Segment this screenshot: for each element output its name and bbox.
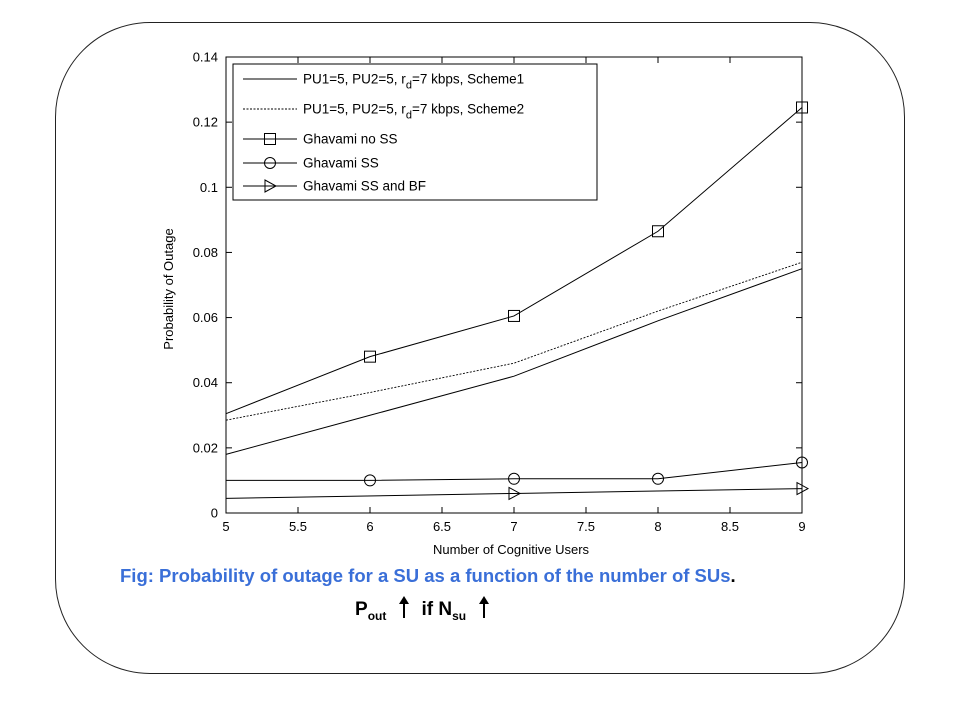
x-tick-label: 9: [798, 519, 805, 534]
y-tick-label: 0.12: [193, 115, 218, 130]
series-line-0: [225, 268, 803, 455]
series-lines: [225, 101, 810, 501]
y-tick-label: 0.04: [193, 375, 218, 390]
legend: PU1=5, PU2=5, rd=7 kbps, Scheme1 PU1=5, P…: [232, 63, 598, 201]
data-point-marker: [364, 474, 376, 487]
y-tick-label: 0.14: [193, 50, 218, 65]
x-tick-label: 8.5: [721, 519, 739, 534]
caption-text: Fig: Probability of outage for a SU as a…: [120, 565, 731, 586]
data-point-marker: [508, 472, 520, 485]
x-tick-label: 6: [366, 519, 373, 534]
p-subscript: out: [367, 608, 387, 623]
legend-marker: [264, 179, 278, 193]
data-point-marker: [652, 225, 664, 238]
y-tick-label: 0.08: [193, 245, 218, 260]
series-line-3: [226, 462, 803, 481]
n-subscript: su: [452, 608, 467, 623]
legend-entry-label: PU1=5, PU2=5, rd=7 kbps, Scheme2: [303, 102, 524, 122]
p-symbol: P: [355, 599, 368, 620]
x-tick-label: 5: [222, 519, 229, 534]
figure-caption: Fig: Probability of outage for a SU as a…: [120, 565, 900, 587]
y-tick-label: 0.1: [200, 180, 218, 195]
data-point-marker: [364, 350, 376, 363]
x-tick-label: 8: [654, 519, 661, 534]
series-line-4: [225, 488, 803, 499]
y-tick-label: 0.06: [193, 310, 218, 325]
data-point-marker: [508, 486, 522, 501]
series-line-2: [225, 107, 803, 415]
legend-entry-label: Ghavami no SS: [303, 132, 398, 147]
y-tick-label: 0.02: [193, 440, 218, 455]
data-point-marker: [796, 456, 808, 469]
up-arrow-icon: [477, 596, 491, 618]
data-point-marker: [652, 472, 664, 485]
x-axis-label: Number of Cognitive Users: [433, 542, 590, 557]
data-point-marker: [508, 309, 520, 322]
rounded-slide-frame: [55, 22, 905, 674]
x-tick-label: 7.5: [577, 519, 595, 534]
legend-entry-label: Ghavami SS and BF: [303, 179, 426, 194]
x-tick-label: 7: [510, 519, 517, 534]
x-tick-label: 5.5: [289, 519, 307, 534]
data-point-marker: [796, 101, 808, 114]
y-axis-label: Probability of Outage: [161, 228, 176, 349]
caption-period: .: [730, 565, 736, 586]
legend-entry-label: Ghavami SS: [303, 156, 379, 171]
legend-marker: [264, 133, 276, 145]
x-tick-label: 6.5: [433, 519, 451, 534]
legend-box: [232, 63, 598, 201]
y-tick-label: 0: [211, 506, 218, 521]
data-point-marker: [796, 481, 810, 496]
axis-ticks: 5 5.5 6 6.5 7 7.5 8 8.5 9 0 0.02 0.04 0.06 0.08 0.1 0.1…: [193, 50, 806, 535]
up-arrow-icon: [397, 596, 411, 618]
outage-trend-formula: Pout if Nsu: [355, 596, 491, 623]
legend-marker: [264, 157, 276, 169]
legend-entry-label: PU1=5, PU2=5, rd=7 kbps, Scheme1: [303, 72, 524, 92]
series-line-1: [225, 261, 803, 421]
if-n-text: if N: [421, 599, 453, 620]
